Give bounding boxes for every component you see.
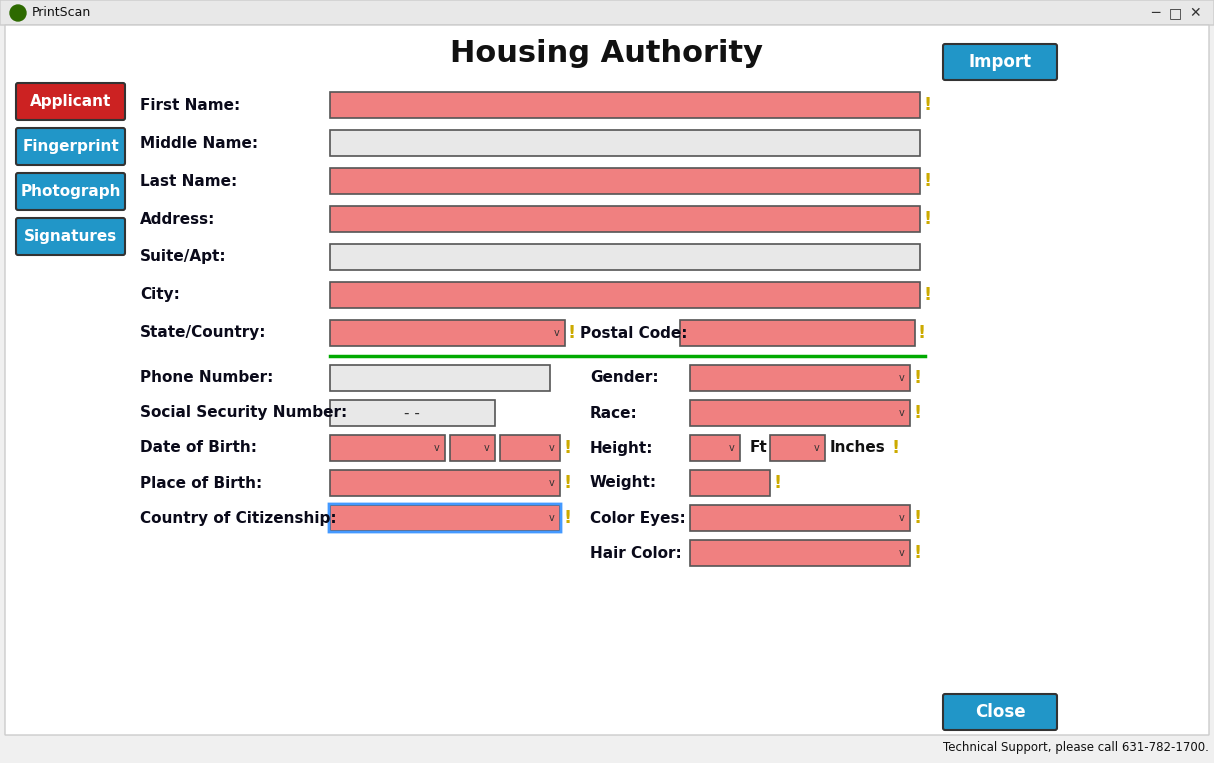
FancyBboxPatch shape bbox=[943, 694, 1057, 730]
Text: !: ! bbox=[923, 96, 931, 114]
FancyBboxPatch shape bbox=[16, 173, 125, 210]
Text: Applicant: Applicant bbox=[30, 94, 112, 109]
Text: !: ! bbox=[923, 286, 931, 304]
FancyBboxPatch shape bbox=[690, 505, 910, 531]
FancyBboxPatch shape bbox=[330, 282, 920, 308]
Text: City:: City: bbox=[140, 288, 180, 302]
Text: !: ! bbox=[563, 474, 571, 492]
Text: Suite/Apt:: Suite/Apt: bbox=[140, 250, 227, 265]
Text: !: ! bbox=[913, 544, 921, 562]
Text: Social Security Number:: Social Security Number: bbox=[140, 405, 347, 420]
Text: Postal Code:: Postal Code: bbox=[580, 326, 687, 340]
Text: Photograph: Photograph bbox=[21, 184, 120, 199]
FancyBboxPatch shape bbox=[16, 218, 125, 255]
Text: Fingerprint: Fingerprint bbox=[22, 139, 119, 154]
Text: !: ! bbox=[913, 509, 921, 527]
Text: v: v bbox=[435, 443, 439, 453]
Text: !: ! bbox=[917, 324, 925, 342]
Text: v: v bbox=[900, 408, 904, 418]
FancyBboxPatch shape bbox=[500, 435, 560, 461]
Text: !: ! bbox=[913, 369, 921, 387]
FancyBboxPatch shape bbox=[690, 400, 910, 426]
Text: Hair Color:: Hair Color: bbox=[590, 546, 682, 561]
Text: Signatures: Signatures bbox=[24, 229, 117, 244]
FancyBboxPatch shape bbox=[330, 92, 920, 118]
FancyBboxPatch shape bbox=[770, 435, 826, 461]
Text: v: v bbox=[730, 443, 734, 453]
FancyBboxPatch shape bbox=[330, 505, 560, 531]
Text: v: v bbox=[549, 513, 555, 523]
FancyBboxPatch shape bbox=[330, 168, 920, 194]
Text: !: ! bbox=[773, 474, 781, 492]
Text: ─: ─ bbox=[1151, 6, 1159, 20]
Text: v: v bbox=[815, 443, 819, 453]
Text: v: v bbox=[549, 443, 555, 453]
Text: ✕: ✕ bbox=[1190, 6, 1201, 20]
Text: v: v bbox=[484, 443, 490, 453]
Text: !: ! bbox=[563, 509, 571, 527]
Text: Date of Birth:: Date of Birth: bbox=[140, 440, 257, 456]
Text: PrintScan: PrintScan bbox=[32, 7, 91, 20]
Text: Ft: Ft bbox=[750, 440, 767, 456]
Text: - -: - - bbox=[404, 405, 420, 420]
FancyBboxPatch shape bbox=[690, 540, 910, 566]
FancyBboxPatch shape bbox=[16, 128, 125, 165]
Text: Height:: Height: bbox=[590, 440, 653, 456]
Text: v: v bbox=[549, 478, 555, 488]
Text: Inches: Inches bbox=[830, 440, 886, 456]
Text: v: v bbox=[900, 513, 904, 523]
FancyBboxPatch shape bbox=[330, 244, 920, 270]
Text: Place of Birth:: Place of Birth: bbox=[140, 475, 262, 491]
Text: v: v bbox=[554, 328, 560, 338]
FancyBboxPatch shape bbox=[690, 365, 910, 391]
Text: Weight:: Weight: bbox=[590, 475, 657, 491]
FancyBboxPatch shape bbox=[330, 130, 920, 156]
Text: Race:: Race: bbox=[590, 405, 637, 420]
FancyBboxPatch shape bbox=[16, 83, 125, 120]
Text: Close: Close bbox=[975, 703, 1026, 721]
FancyBboxPatch shape bbox=[0, 0, 1214, 25]
FancyBboxPatch shape bbox=[330, 470, 560, 496]
Text: v: v bbox=[900, 548, 904, 558]
Text: !: ! bbox=[923, 172, 931, 190]
Text: !: ! bbox=[567, 324, 575, 342]
Text: □: □ bbox=[1168, 6, 1181, 20]
FancyBboxPatch shape bbox=[330, 320, 565, 346]
Text: !: ! bbox=[563, 439, 571, 457]
Text: Middle Name:: Middle Name: bbox=[140, 136, 259, 150]
Text: !: ! bbox=[923, 210, 931, 228]
Text: !: ! bbox=[913, 404, 921, 422]
Text: Gender:: Gender: bbox=[590, 371, 659, 385]
FancyBboxPatch shape bbox=[330, 365, 550, 391]
Text: Country of Citizenship:: Country of Citizenship: bbox=[140, 510, 336, 526]
Text: v: v bbox=[900, 373, 904, 383]
Text: State/Country:: State/Country: bbox=[140, 326, 267, 340]
Text: Housing Authority: Housing Authority bbox=[450, 38, 764, 67]
Text: Phone Number:: Phone Number: bbox=[140, 371, 273, 385]
Text: First Name:: First Name: bbox=[140, 98, 240, 112]
Text: Last Name:: Last Name: bbox=[140, 173, 237, 188]
Text: Address:: Address: bbox=[140, 211, 215, 227]
FancyBboxPatch shape bbox=[5, 25, 1209, 735]
FancyBboxPatch shape bbox=[690, 470, 770, 496]
Text: Import: Import bbox=[969, 53, 1032, 71]
Text: Technical Support, please call 631-782-1700.: Technical Support, please call 631-782-1… bbox=[943, 742, 1209, 755]
FancyBboxPatch shape bbox=[450, 435, 495, 461]
FancyBboxPatch shape bbox=[330, 206, 920, 232]
FancyBboxPatch shape bbox=[680, 320, 915, 346]
FancyBboxPatch shape bbox=[330, 400, 495, 426]
Text: !: ! bbox=[892, 439, 900, 457]
FancyBboxPatch shape bbox=[943, 44, 1057, 80]
FancyBboxPatch shape bbox=[330, 435, 446, 461]
Text: Color Eyes:: Color Eyes: bbox=[590, 510, 686, 526]
FancyBboxPatch shape bbox=[690, 435, 741, 461]
Circle shape bbox=[10, 5, 25, 21]
